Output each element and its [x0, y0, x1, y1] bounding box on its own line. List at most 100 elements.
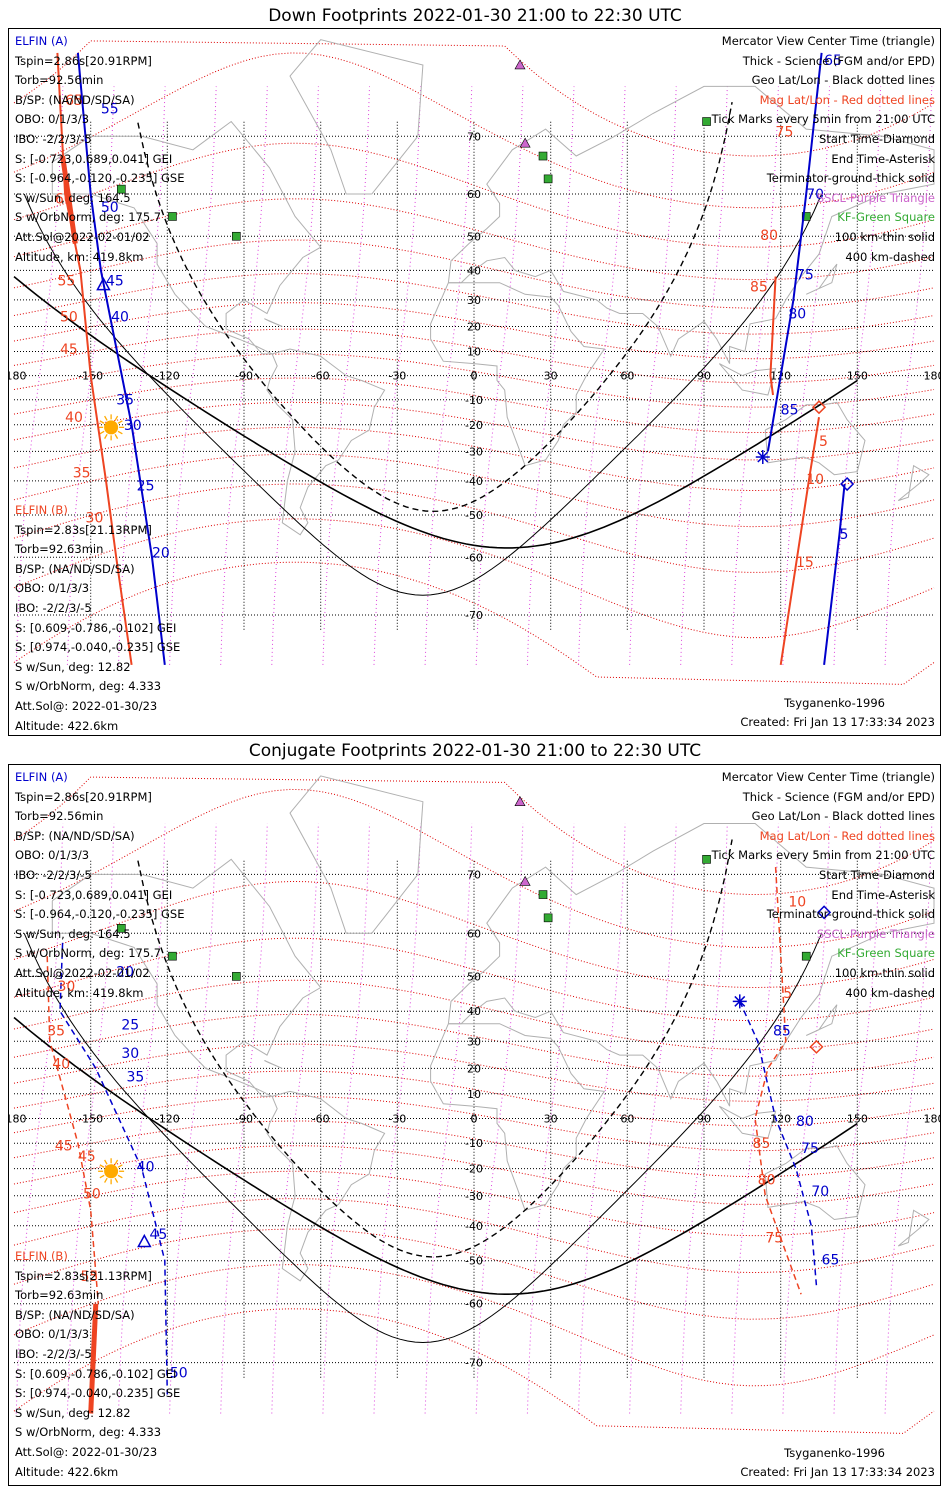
info-line: Torb=92.56min [15, 73, 104, 88]
track-tick-label: 45 [60, 342, 78, 358]
legend-start: Start Time-Diamond [819, 131, 935, 146]
mag-lat-line [13, 273, 935, 335]
lat-tick-label: 70 [467, 130, 481, 143]
kf-station-square [232, 231, 241, 241]
legend-geo: Geo Lat/Lon - Black dotted lines [751, 809, 935, 824]
info-line: OBO: 0/1/3/3 [15, 581, 90, 596]
lon-tick-label: -120 [155, 370, 180, 383]
lat-tick-label: 70 [467, 868, 481, 881]
mag-lon-line [118, 823, 166, 1414]
lat-tick-label: -10 [465, 394, 483, 407]
track-tick-label: 75 [776, 124, 794, 140]
lon-tick-label: 30 [544, 1113, 558, 1126]
info-line: Att.Sol@: 2022-01-30/23 [15, 698, 158, 713]
info-line: IBO: -2/2/3/-5 [15, 1346, 92, 1361]
lat-tick-label: -40 [465, 475, 483, 488]
info-line: Torb=92.63min [15, 542, 104, 557]
mag-lon-line [373, 823, 422, 1414]
info-line: B/SP: (NA/ND/SD/SA) [15, 92, 135, 107]
lat-tick-label: -50 [465, 509, 483, 522]
panel-title: Down Footprints 2022-01-30 21:00 to 22:3… [268, 6, 682, 26]
lon-tick-label: -60 [312, 1113, 330, 1126]
lon-tick-label: 60 [620, 370, 634, 383]
kf-station-square [117, 184, 126, 194]
info-line: OBO: 0/1/3/3 [15, 112, 90, 127]
mag-lat-line [13, 518, 935, 639]
elfin-a-info: ELFIN (A) Tspin=2.86s[20.91RPM] Torb=92.… [15, 768, 184, 1003]
legend-100km: 100 km-thin solid [834, 965, 935, 980]
lon-tick-label: -180 [9, 370, 26, 383]
sun-ray [117, 420, 123, 424]
track-tick-label: 35 [73, 466, 91, 482]
track-tick-label: 20 [152, 545, 170, 561]
coastline [897, 464, 930, 502]
track-tick-label: 35 [47, 1024, 65, 1040]
start-time-diamond [840, 476, 855, 492]
lon-tick-label: 150 [847, 370, 868, 383]
map-canvas: -180-150-120-90-60-300306090120150180706… [9, 39, 941, 685]
track-tick-label: 25 [137, 479, 155, 495]
info-line: Att.Sol@2022-02-01/02 [15, 229, 150, 244]
track-tick-label: 30 [121, 1046, 139, 1062]
lon-tick-label: -90 [235, 1113, 253, 1126]
lat-tick-label: -60 [465, 551, 483, 564]
end-time-asterisk [734, 995, 746, 1007]
track-tick-label: 45 [106, 274, 124, 290]
map-canvas: -180-150-120-90-60-300306090120150180706… [9, 775, 940, 1434]
coastline [266, 1090, 386, 1282]
legend-view: Mercator View Center Time (triangle) [721, 770, 935, 784]
sscl-station-triangle [519, 137, 531, 148]
lat-tick-label: -70 [465, 1357, 483, 1370]
kf-station-square [801, 212, 811, 221]
lat-tick-label: 0 [471, 1113, 478, 1126]
lat-tick-label: 30 [467, 1035, 481, 1048]
lon-tick-label: 90 [697, 1113, 711, 1126]
lon-tick-label: 180 [924, 370, 941, 383]
sun-ray [117, 430, 123, 435]
legend-ticks: Tick Marks every 5min from 21:00 UTC [711, 848, 935, 863]
info-line: B/SP: (NA/ND/SD/SA) [15, 1307, 135, 1322]
lon-tick-label: -150 [78, 1113, 103, 1126]
mag-lat-line [13, 52, 935, 209]
track-tick-label: 10 [788, 895, 806, 911]
info-line: S w/OrbNorm, deg: 175.7 [15, 210, 162, 225]
sun-ray [114, 1177, 119, 1183]
track-tick-label: 40 [111, 309, 129, 325]
info-line: S: [0.974,-0.040,-0.235] GSE [15, 640, 181, 655]
coastline [764, 1145, 866, 1221]
mag-lon-line [271, 823, 319, 1414]
legend-view: Mercator View Center Time (triangle) [721, 34, 935, 48]
satellite-track [823, 483, 846, 666]
mag-lat-line [13, 483, 935, 573]
track-tick-label: 80 [796, 1114, 814, 1130]
mag-lat-line [13, 401, 935, 461]
sscl-station-triangle [514, 796, 526, 806]
kf-station-square [538, 890, 548, 899]
legend-thick: Thick - Science (FGM and/or EPD) [742, 53, 935, 68]
track-tick-label: 55 [80, 1269, 98, 1285]
coastline [897, 1209, 930, 1247]
info-line: Altitude: 422.6km [15, 1464, 119, 1479]
info-line: S: [-0.723,0.689,0.041] GEI [15, 887, 173, 902]
info-line: Tspin=2.86s[20.91RPM] [15, 789, 152, 804]
info-line: Altitude, km: 419.8km [15, 249, 144, 264]
mag-lon-line [220, 823, 268, 1414]
map-panel-conjugate: -180 -150 -120 -90 -60 -30 0 30 60 90 120 150 180 70 6… [8, 764, 941, 1486]
terminator-ground [13, 275, 858, 549]
lat-tick-label: -60 [465, 1298, 483, 1311]
lat-tick-label: 60 [467, 927, 481, 940]
sun-ray [114, 433, 119, 439]
mag-lon-line [526, 823, 575, 1414]
elfin-b-info: ELFIN (B) Tspin=2.83s[21.13RPM] Torb=92.… [15, 1247, 180, 1482]
legend-terminator: Terminator-ground-thick solid [766, 907, 935, 922]
track-tick-label: 85 [750, 279, 768, 295]
track-tick-label: 65 [822, 1253, 840, 1269]
mag-lat-line [13, 1264, 935, 1387]
kf-station-square [543, 174, 553, 184]
track-tick-label: 50 [101, 200, 119, 216]
lon-tick-label: 150 [847, 1113, 868, 1126]
satellite-track [60, 155, 78, 244]
track-tick-label: 15 [796, 555, 814, 571]
info-line: S: [0.974,-0.040,-0.235] GSE [15, 1386, 181, 1401]
coastline [447, 85, 935, 364]
